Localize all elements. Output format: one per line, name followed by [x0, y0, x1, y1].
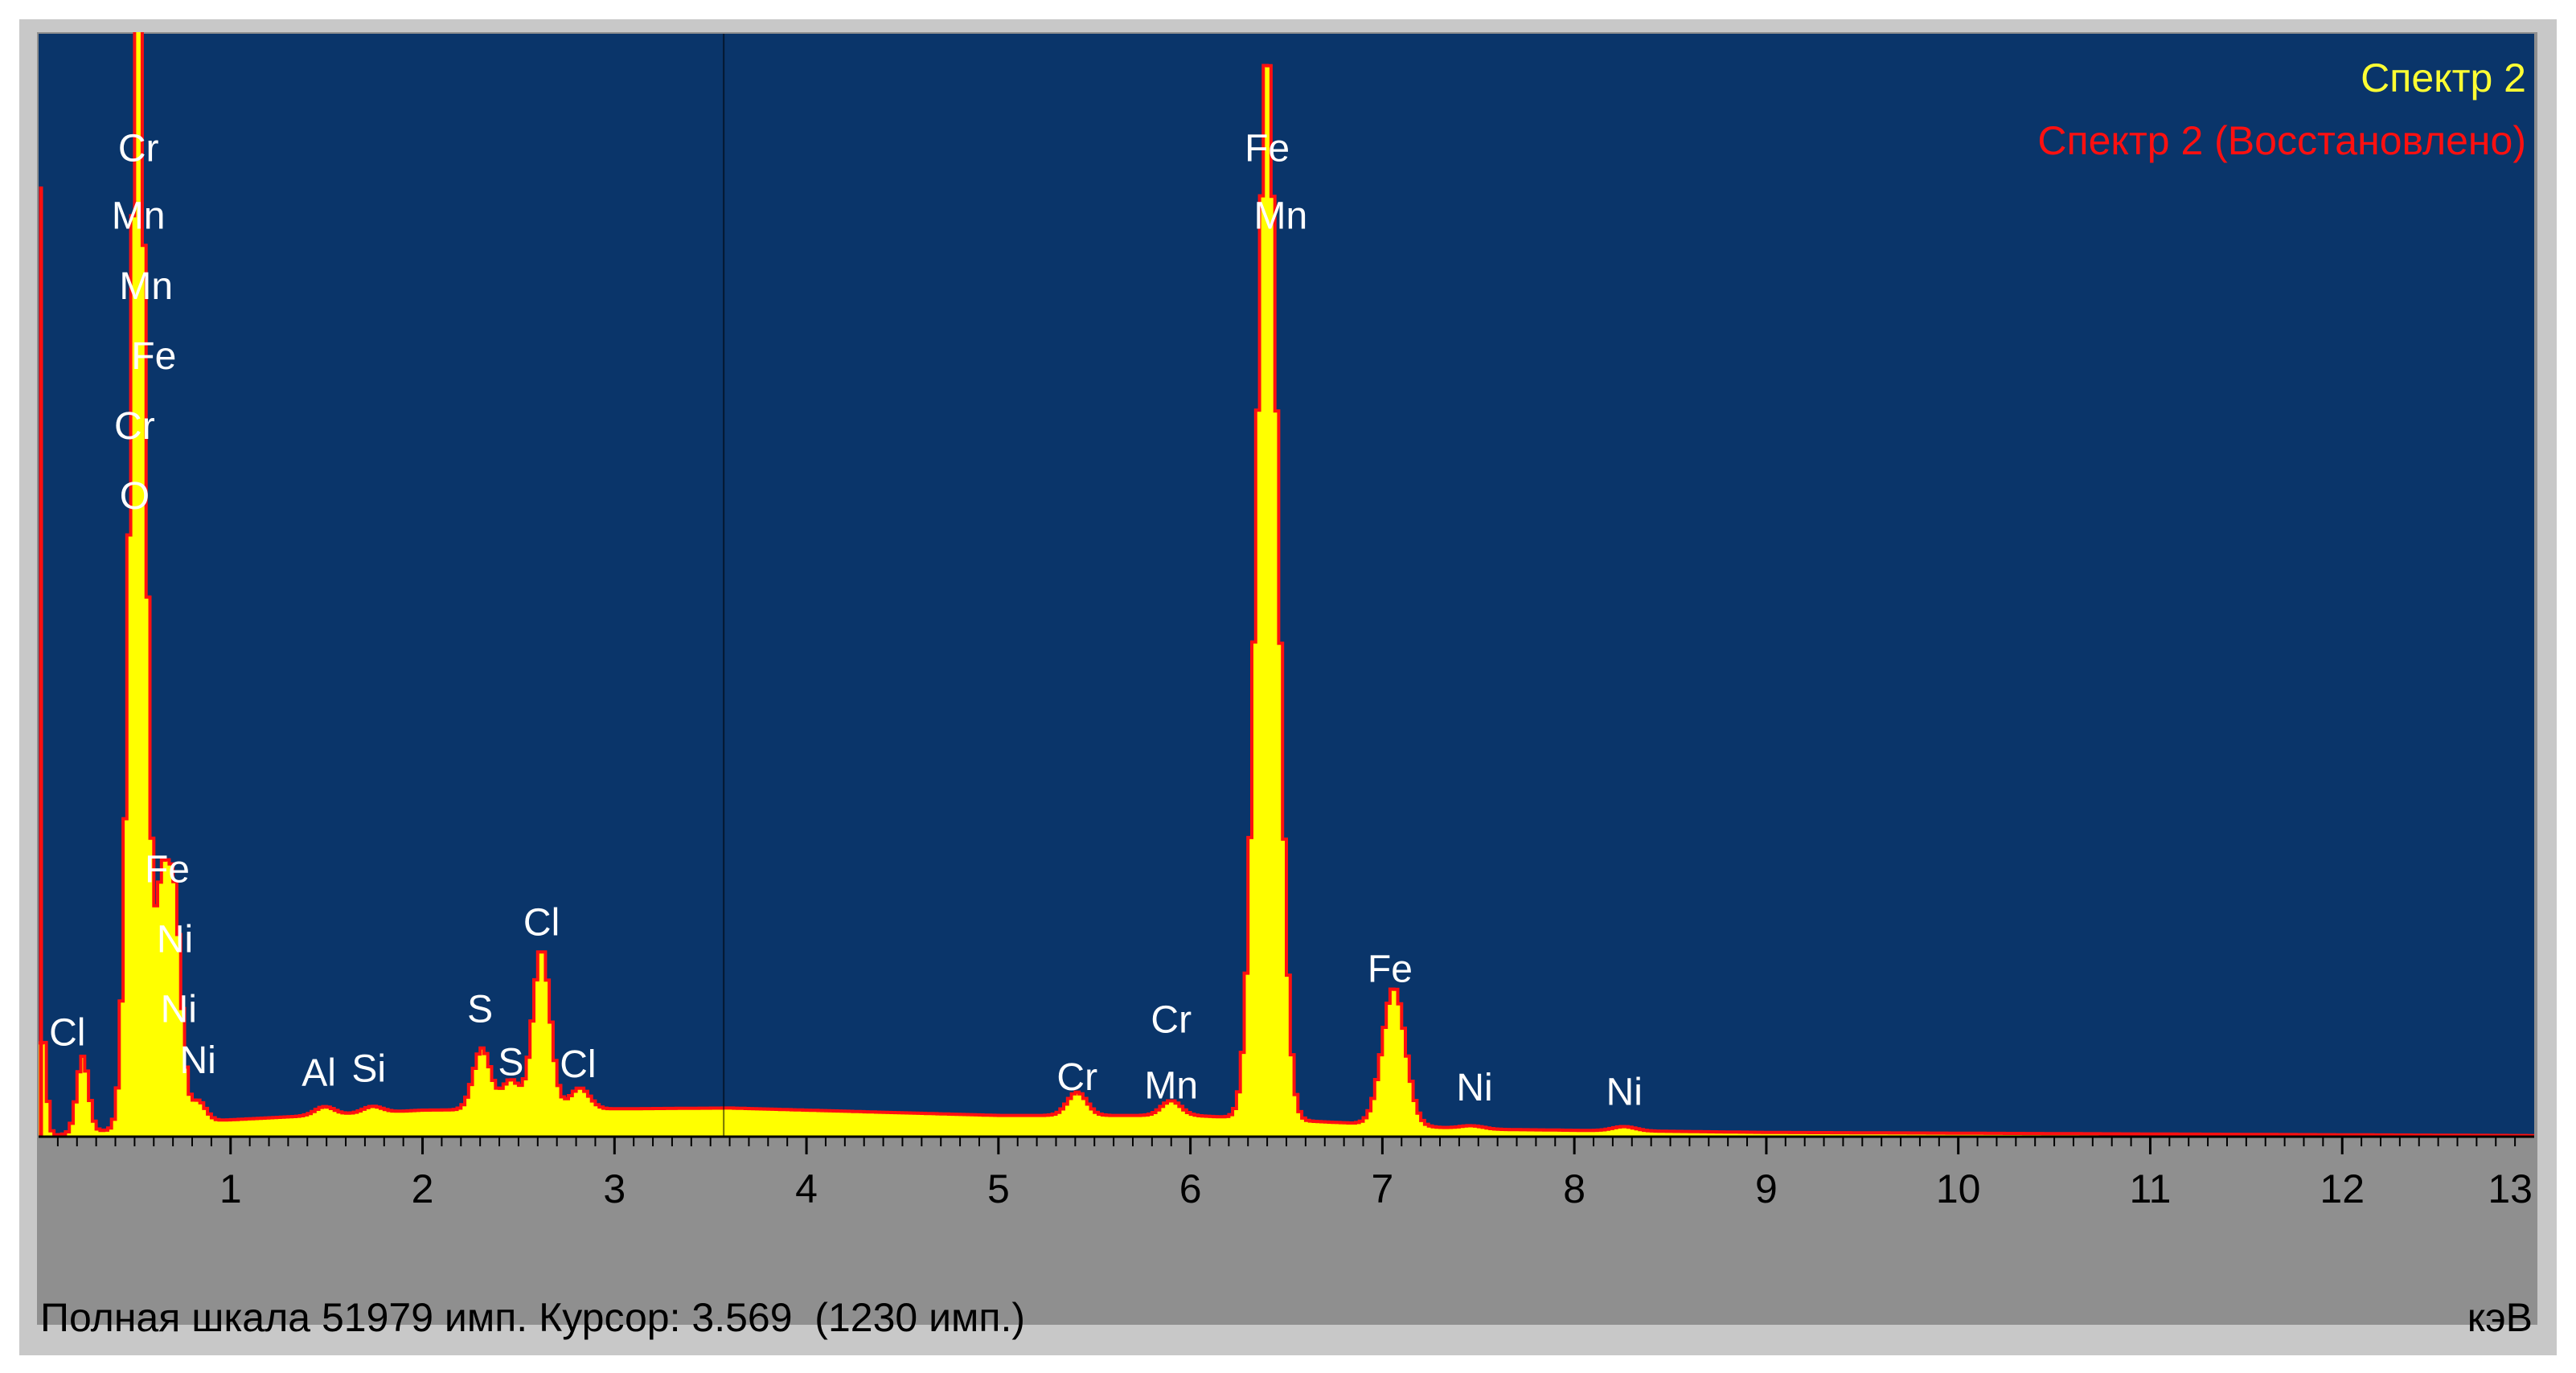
peak-label: Ni	[1606, 1071, 1643, 1113]
x-tick-label: 13	[2488, 1166, 2533, 1211]
x-tick-label: 3	[603, 1166, 626, 1211]
spectrum-2-reconstructed-line	[39, 32, 2534, 1137]
energy-unit-label: кэВ	[2467, 1295, 2533, 1340]
x-tick-label: 8	[1563, 1166, 1585, 1211]
peak-label: Cl	[560, 1043, 596, 1086]
x-tick-label: 6	[1179, 1166, 1202, 1211]
status-text: Полная шкала 51979 имп. Курсор: 3.569 (1…	[40, 1295, 1025, 1340]
peak-label: Fe	[1368, 948, 1413, 990]
peak-label: Ni	[180, 1039, 216, 1082]
peak-label: Ni	[157, 918, 193, 961]
x-tick-label: 2	[412, 1166, 434, 1211]
x-tick-label: 11	[2130, 1166, 2172, 1211]
x-tick-label: 5	[987, 1166, 1010, 1211]
peak-label: Fe	[131, 335, 176, 378]
peak-label: O	[120, 475, 150, 518]
peak-label: Mn	[1253, 195, 1307, 238]
spectrum-panel: 1 2 3 4 5 6 7 8 9 10 11 12 13 Cr Mn Mn Fe Cr O Fe Ni Ni Cl Ni A…	[37, 32, 2537, 1338]
peak-label: Mn	[112, 195, 166, 238]
peak-label: S	[498, 1041, 523, 1084]
peak-label: Cr	[1151, 999, 1192, 1042]
peak-label: Fe	[1245, 127, 1290, 170]
x-tick-label: 9	[1755, 1166, 1778, 1211]
x-tick-label: 12	[2320, 1166, 2365, 1211]
x-tick-label: 4	[795, 1166, 818, 1211]
x-tick-label: 1	[219, 1166, 242, 1211]
peak-label: Cr	[118, 127, 159, 170]
peak-label: Mn	[119, 265, 173, 308]
x-tick-label: 7	[1371, 1166, 1393, 1211]
peak-label: Si	[351, 1047, 386, 1090]
peak-label: Ni	[1456, 1067, 1492, 1109]
peak-label: Cl	[49, 1012, 85, 1055]
x-tick-label: 10	[1936, 1166, 1981, 1211]
peak-label: Ni	[161, 989, 197, 1031]
legend-entry: Спектр 2 (Восстановлено)	[2037, 118, 2526, 163]
peak-label: Cr	[114, 405, 155, 448]
peak-label: Cr	[1056, 1056, 1097, 1099]
peak-label: Mn	[1144, 1065, 1198, 1108]
peak-label: Fe	[145, 848, 190, 891]
peak-label: Al	[301, 1052, 336, 1095]
legend-entry: Спектр 2	[2361, 55, 2526, 100]
peak-label: S	[467, 989, 493, 1031]
peak-label: Cl	[523, 901, 560, 944]
